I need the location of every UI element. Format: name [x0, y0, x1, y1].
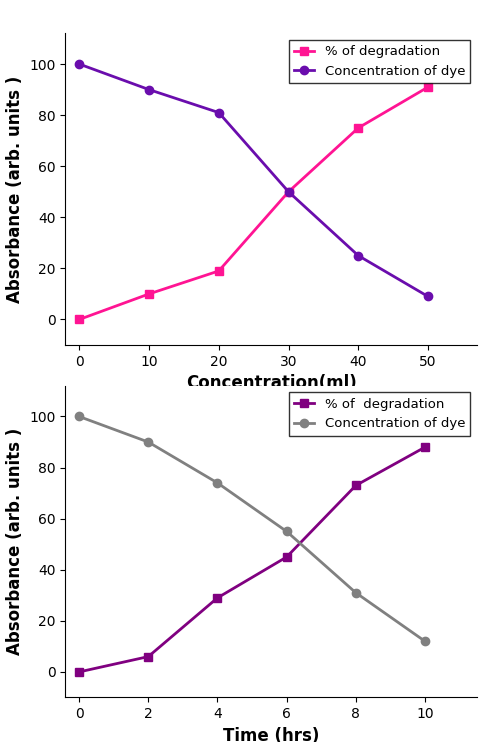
% of  degradation — [283, 553, 289, 562]
% of degradation — [285, 187, 291, 196]
Concentration of dye — [214, 479, 220, 487]
Concentration of dye — [283, 527, 289, 536]
Concentration of dye — [76, 59, 82, 68]
% of degradation — [355, 123, 361, 132]
% of degradation — [424, 82, 430, 91]
Concentration of dye — [355, 252, 361, 260]
Concentration of dye — [215, 108, 221, 117]
Concentration of dye — [424, 292, 430, 301]
Legend: % of degradation, Concentration of dye: % of degradation, Concentration of dye — [288, 40, 469, 83]
X-axis label: Concentration(ml): Concentration(ml) — [185, 374, 356, 393]
Concentration of dye — [352, 588, 358, 597]
Line: % of degradation: % of degradation — [75, 83, 431, 324]
% of  degradation — [214, 594, 220, 603]
% of  degradation — [145, 652, 151, 661]
% of  degradation — [352, 481, 358, 490]
Line: Concentration of dye: Concentration of dye — [75, 413, 428, 646]
Concentration of dye — [421, 637, 427, 646]
Concentration of dye — [76, 412, 82, 421]
% of  degradation — [421, 443, 427, 452]
% of degradation — [215, 266, 221, 275]
X-axis label: Time (hrs): Time (hrs) — [222, 726, 319, 742]
Legend: % of  degradation, Concentration of dye: % of degradation, Concentration of dye — [288, 393, 469, 436]
% of degradation — [146, 289, 152, 298]
% of  degradation — [76, 668, 82, 677]
% of degradation — [76, 315, 82, 324]
Concentration of dye — [146, 85, 152, 94]
Line: Concentration of dye: Concentration of dye — [75, 60, 431, 301]
Concentration of dye — [145, 438, 151, 447]
Y-axis label: Absorbance (arb. units ): Absorbance (arb. units ) — [6, 428, 24, 655]
Concentration of dye — [285, 187, 291, 196]
Y-axis label: Absorbance (arb. units ): Absorbance (arb. units ) — [6, 76, 24, 303]
Line: % of  degradation: % of degradation — [75, 443, 428, 676]
